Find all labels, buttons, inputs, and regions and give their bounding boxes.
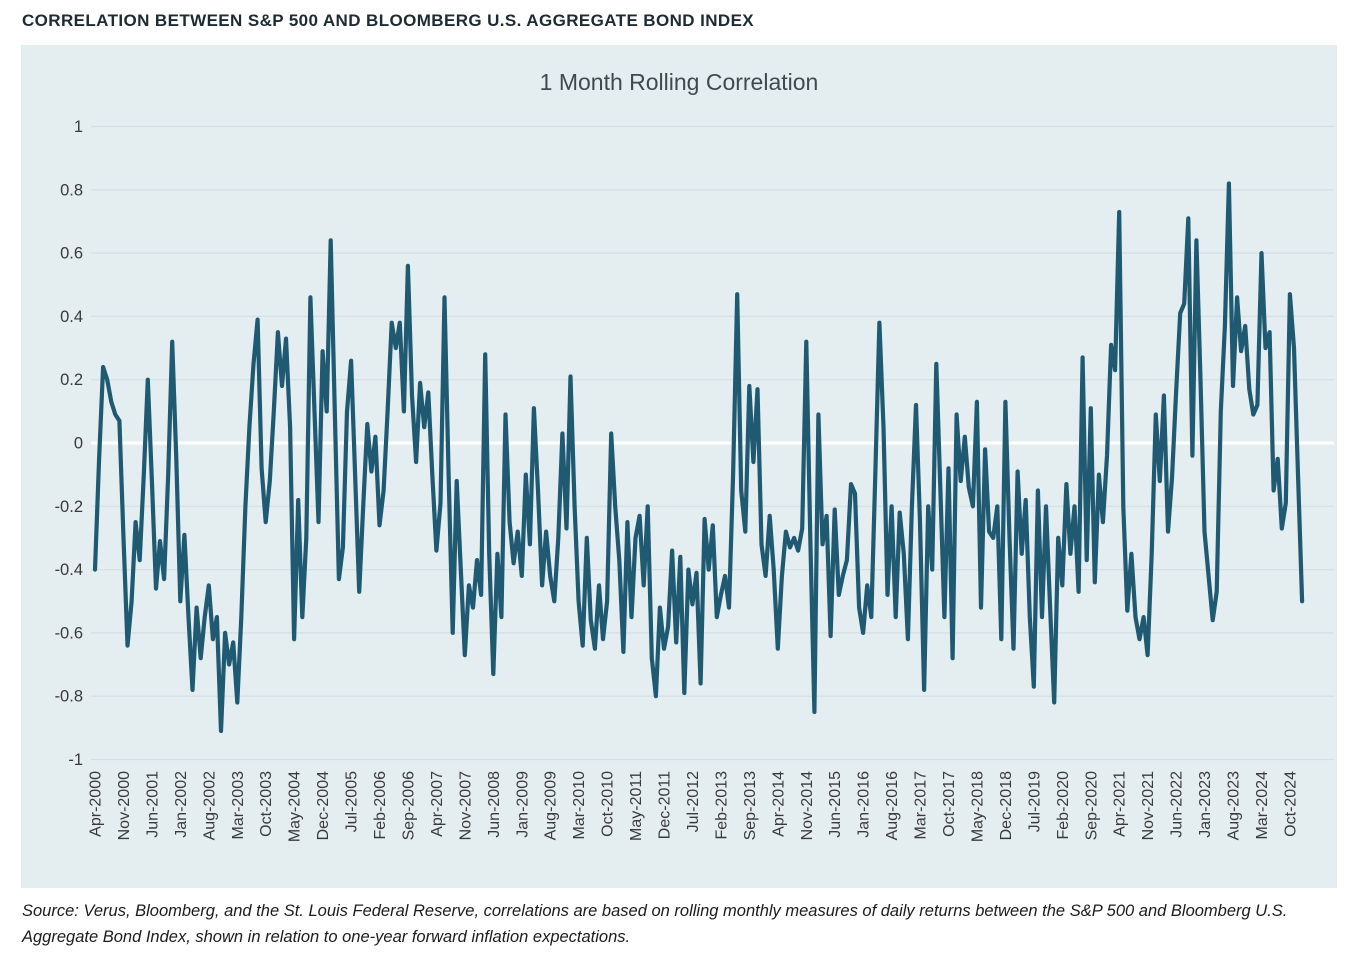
chart-panel: 1 0.8 0.6 0.4 0.2 0 -0.2 -0.4 -0.6 -0.8 -1 Apr-2000… <box>21 45 1337 888</box>
x-axis-tick-label: Jan-2009 <box>514 771 531 838</box>
x-axis-tick-label: Nov-2021 <box>1140 771 1157 840</box>
y-axis-tick-label: 0.6 <box>60 245 83 263</box>
x-axis-tick-label: Dec-2004 <box>315 771 332 840</box>
x-axis-tick-label: May-2018 <box>969 771 986 842</box>
y-axis-tick-label: -1 <box>68 751 83 769</box>
x-axis-tick-label: Jun-2001 <box>144 771 161 838</box>
y-axis-tick-label: -0.2 <box>55 498 83 516</box>
x-axis-tick-label: Feb-2013 <box>713 771 730 840</box>
x-axis-tick-label: Jun-2022 <box>1169 771 1186 838</box>
x-axis-tick-label: Dec-2018 <box>998 771 1015 840</box>
y-axis-tick-label: 0.4 <box>60 308 83 326</box>
y-axis-tick-label: -0.8 <box>55 688 83 706</box>
x-axis-tick-label: Jul-2005 <box>344 771 361 832</box>
source-note: Source: Verus, Bloomberg, and the St. Lo… <box>22 902 1288 946</box>
correlation-line <box>92 181 1305 734</box>
x-axis-tick-label: Apr-2007 <box>429 771 446 837</box>
x-axis-tick-label: Sep-2013 <box>742 771 759 840</box>
x-axis-tick-label: Jul-2019 <box>1026 771 1043 832</box>
y-axis-tick-label: 0.8 <box>60 181 83 199</box>
x-axis-tick-label: May-2004 <box>287 771 304 842</box>
y-axis-tick-label: -0.6 <box>55 624 83 642</box>
y-axis-tick-label: 0.2 <box>60 371 83 389</box>
x-axis-tick-label: Mar-2024 <box>1254 771 1271 840</box>
x-axis-tick-label: Nov-2007 <box>457 771 474 840</box>
x-axis-tick-label: Nov-2000 <box>116 771 133 840</box>
x-axis-tick-label: Sep-2020 <box>1083 771 1100 840</box>
x-axis-tick-label: Jan-2002 <box>173 771 190 838</box>
x-axis-tick-label: Jan-2016 <box>856 771 873 838</box>
x-axis-tick-label: Feb-2020 <box>1055 771 1072 840</box>
x-axis-tick-label: Oct-2003 <box>258 771 275 837</box>
x-axis-tick-label: Oct-2024 <box>1282 771 1299 837</box>
x-axis-tick-label: Jun-2015 <box>827 771 844 838</box>
x-axis-tick-label: Apr-2000 <box>88 771 105 837</box>
x-axis-tick-label: May-2011 <box>628 771 645 841</box>
x-axis-tick-label: Apr-2021 <box>1112 771 1129 837</box>
rolling-correlation-line-chart: 1 0.8 0.6 0.4 0.2 0 -0.2 -0.4 -0.6 -0.8 -1 Apr-2000… <box>55 118 1334 842</box>
x-axis-tick-label: Nov-2014 <box>799 771 816 840</box>
x-axis-tick-label: Aug-2009 <box>543 771 560 840</box>
x-axis-tick-label: Oct-2017 <box>941 771 958 837</box>
y-axis-tick-label: -0.4 <box>55 561 83 579</box>
x-axis-tick-label: Mar-2017 <box>913 771 930 840</box>
x-axis-tick-label: Mar-2003 <box>230 771 247 840</box>
chart-title: 1 Month Rolling Correlation <box>539 69 819 95</box>
x-axis-tick-label: Mar-2010 <box>571 771 588 840</box>
y-axis-tick-label: 1 <box>74 118 83 136</box>
x-axis-tick-label: Sep-2006 <box>400 771 417 840</box>
x-axis-tick-label: Feb-2006 <box>372 771 389 840</box>
y-axis-tick-label: 0 <box>74 435 83 453</box>
x-axis-tick-label: Aug-2002 <box>201 771 218 840</box>
x-axis-tick-label: Aug-2016 <box>884 771 901 840</box>
x-axis-tick-label: Dec-2011 <box>657 771 674 839</box>
x-axis-tick-label: Jul-2012 <box>685 771 702 832</box>
x-axis-tick-label: Oct-2010 <box>600 771 617 837</box>
x-axis-tick-label: Apr-2014 <box>770 771 787 837</box>
x-axis-tick-label: Jan-2023 <box>1197 771 1214 838</box>
page-title: CORRELATION BETWEEN S&P 500 AND BLOOMBER… <box>22 11 755 30</box>
x-axis-tick-label: Jun-2008 <box>486 771 503 838</box>
x-axis-tick-label: Aug-2023 <box>1226 771 1243 840</box>
